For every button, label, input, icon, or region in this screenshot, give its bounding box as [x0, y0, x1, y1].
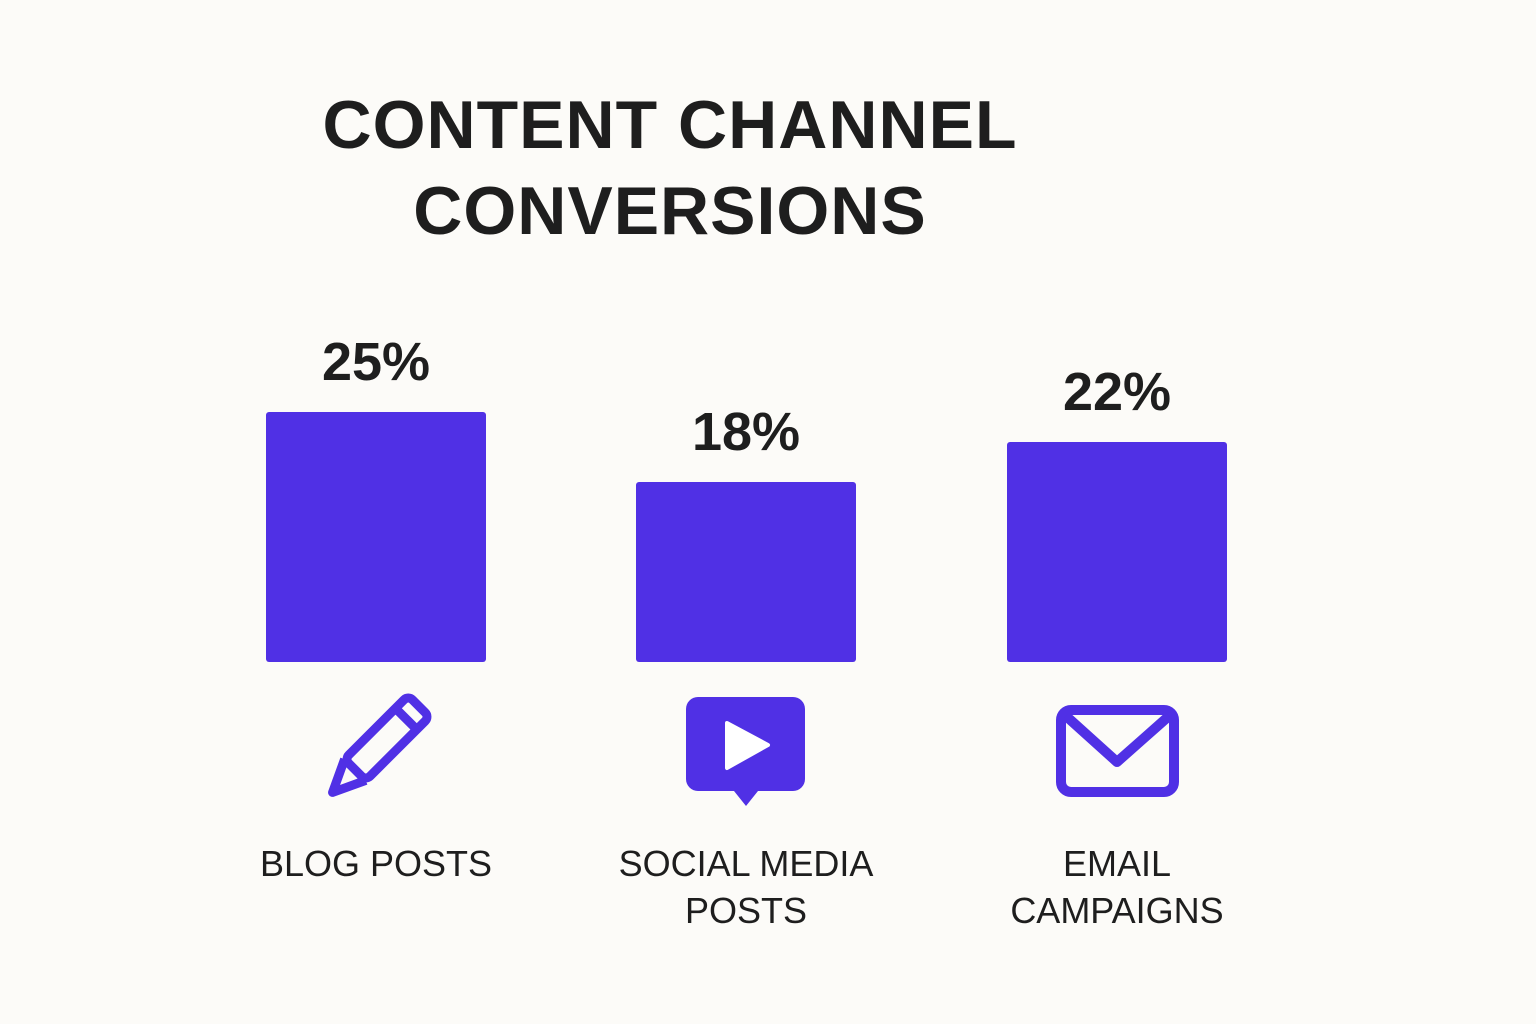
category-label: EMAIL CAMPAIGNS — [1010, 843, 1224, 931]
value-label: 18% — [692, 402, 800, 462]
email-icon — [1056, 705, 1179, 797]
bar — [266, 412, 486, 662]
value-label: 25% — [322, 332, 430, 392]
value-label: 22% — [1063, 362, 1171, 422]
category-label: SOCIAL MEDIA POSTS — [618, 843, 874, 931]
video-icon — [686, 697, 805, 806]
bar — [1007, 442, 1227, 662]
pencil-icon — [328, 693, 432, 797]
chart-title: CONTENT CHANNEL CONVERSIONS — [322, 87, 1018, 249]
bar — [636, 482, 856, 662]
category-label: BLOG POSTS — [259, 843, 493, 884]
